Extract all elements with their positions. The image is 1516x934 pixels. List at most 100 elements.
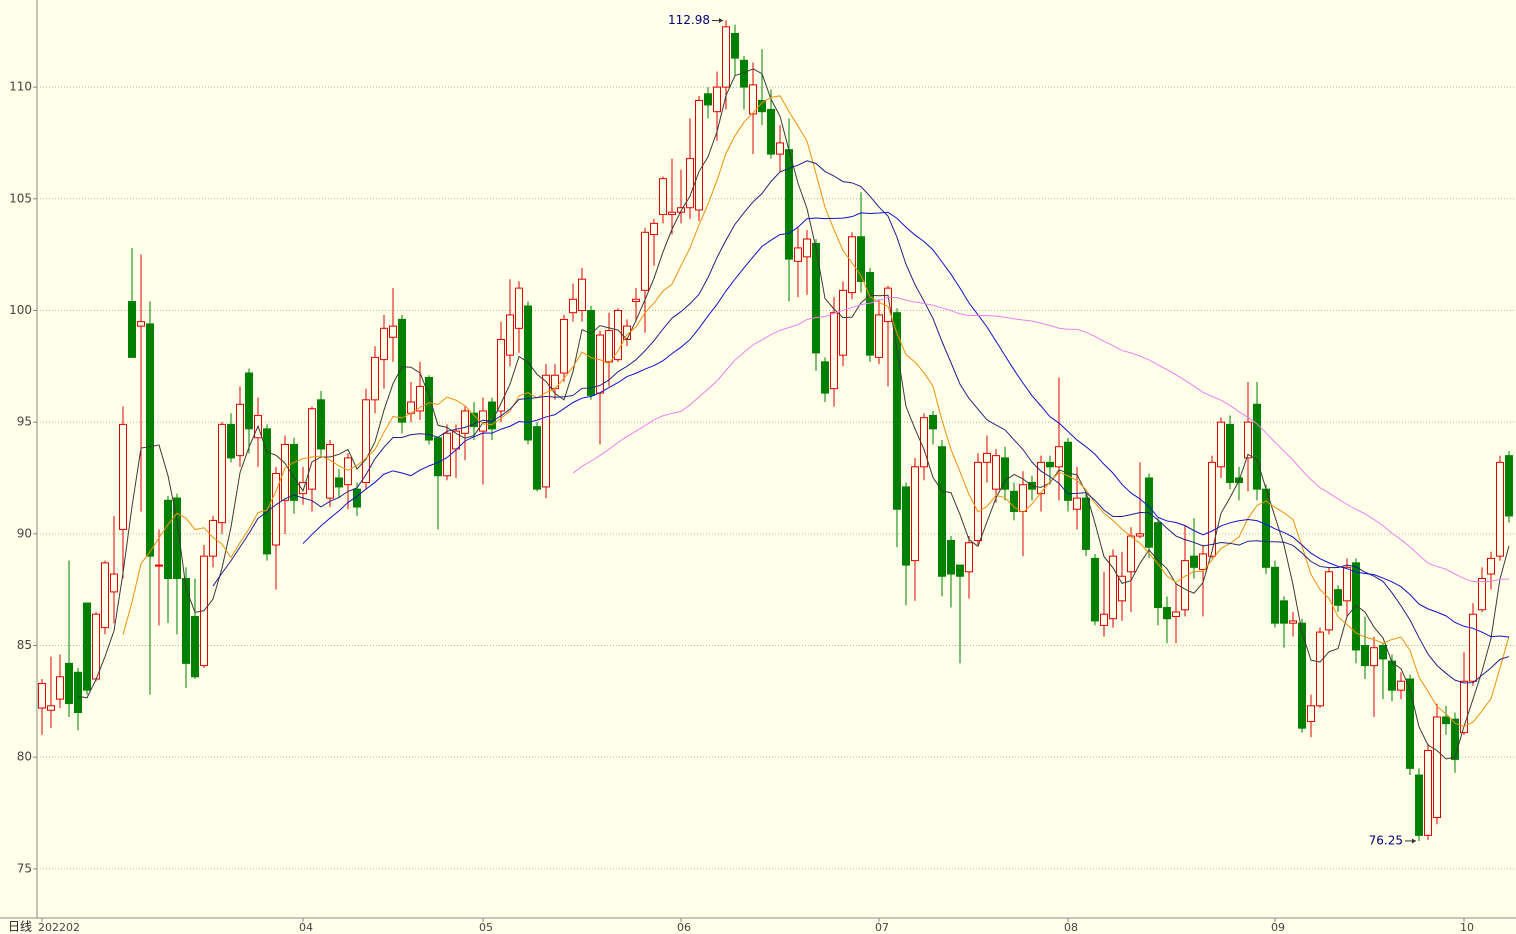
- candle-body: [938, 446, 946, 577]
- candle-body: [1109, 555, 1117, 620]
- y-tick-label: 85: [17, 638, 32, 652]
- candle-body: [1469, 613, 1477, 682]
- candle-body: [1226, 423, 1234, 483]
- candle-body: [1244, 421, 1252, 459]
- candle-body: [1136, 533, 1144, 537]
- candle-body: [983, 452, 991, 463]
- candle-body: [362, 399, 370, 483]
- candle-body: [92, 613, 100, 680]
- y-tick-label: 105: [9, 191, 32, 205]
- candle-body: [1352, 562, 1360, 651]
- candle-body: [1316, 631, 1324, 707]
- moving-average: [212, 160, 1510, 684]
- candle-body: [146, 323, 154, 557]
- candle-body: [209, 519, 217, 557]
- candle-body: [911, 466, 919, 562]
- candle-body: [902, 486, 910, 566]
- candle-body: [434, 437, 442, 477]
- candle-body: [704, 93, 712, 106]
- candle-body: [1154, 522, 1162, 609]
- candle-body: [659, 178, 667, 215]
- candle-body: [191, 615, 199, 678]
- candle-body: [1451, 718, 1459, 760]
- candle-body: [389, 325, 397, 338]
- candle-body: [947, 540, 955, 575]
- candle-body: [614, 309, 622, 361]
- candle-body: [290, 443, 298, 501]
- candle-body: [857, 236, 865, 282]
- candle-body: [1325, 571, 1333, 631]
- candle-body: [821, 361, 829, 394]
- candle-body: [1478, 577, 1486, 611]
- moving-average: [302, 211, 1510, 638]
- candle-body: [1388, 660, 1396, 691]
- candle-body: [1334, 589, 1342, 606]
- candle-body: [281, 443, 289, 501]
- candle-body: [461, 410, 469, 434]
- y-tick-label: 80: [17, 750, 32, 764]
- candle-body: [218, 423, 226, 524]
- candle-body: [560, 318, 568, 374]
- x-tick-label: 07: [875, 921, 889, 934]
- candle-body: [1082, 497, 1090, 550]
- candle-body: [974, 461, 982, 542]
- candle-body: [326, 443, 334, 499]
- candle-body: [632, 298, 640, 303]
- candle-body: [1397, 680, 1405, 691]
- candle-body: [569, 298, 577, 314]
- candle-body: [587, 309, 595, 396]
- candle-body: [794, 247, 802, 262]
- candle-body: [74, 671, 82, 714]
- candle-body: [731, 33, 739, 59]
- candle-body: [443, 432, 451, 477]
- candle-body: [830, 312, 838, 390]
- candle-body: [1307, 705, 1315, 722]
- candle-body: [524, 305, 532, 441]
- candle-body: [83, 602, 91, 691]
- candle-body: [1379, 645, 1387, 660]
- candle-body: [236, 403, 244, 457]
- y-tick-label: 95: [17, 415, 32, 429]
- candle-body: [47, 705, 55, 711]
- moving-average: [77, 68, 1510, 760]
- candle-body: [1487, 557, 1495, 575]
- candle-body: [1289, 620, 1297, 624]
- candle-body: [515, 287, 523, 329]
- candle-body: [713, 86, 721, 113]
- candle-body: [1046, 461, 1054, 468]
- x-tick-label: 09: [1271, 921, 1285, 934]
- y-tick-label: 90: [17, 526, 32, 540]
- candle-body: [1100, 613, 1108, 626]
- candle-body: [668, 211, 676, 215]
- candle-body: [1172, 611, 1180, 617]
- min-marker: 76.25: [1369, 833, 1403, 847]
- candle-body: [1496, 461, 1504, 557]
- max-marker: 112.98: [668, 13, 710, 27]
- x-tick-label: 08: [1064, 921, 1078, 934]
- candle-body: [380, 327, 388, 361]
- candle-body: [1091, 557, 1099, 622]
- candle-body: [173, 497, 181, 579]
- candle-body: [1190, 555, 1198, 568]
- max-marker-arrowhead: [719, 18, 723, 24]
- candle-body: [1505, 455, 1513, 517]
- candle-body: [263, 428, 271, 555]
- candle-body: [1118, 575, 1126, 602]
- candle-body: [1064, 441, 1072, 501]
- candle-body: [182, 577, 190, 664]
- candle-body: [1181, 560, 1189, 611]
- candle-body: [812, 242, 820, 354]
- candle-body: [866, 271, 874, 356]
- candle-body: [56, 676, 64, 700]
- candle-body: [245, 372, 253, 430]
- candle-body: [605, 330, 613, 363]
- x-tick-label: 202202: [38, 921, 80, 934]
- candle-body: [317, 399, 325, 450]
- candle-body: [1298, 622, 1306, 729]
- candle-body: [1370, 647, 1378, 667]
- candle-body: [992, 455, 1000, 490]
- period-label: 日线: [8, 920, 32, 934]
- candle-body: [920, 417, 928, 468]
- candle-body: [785, 149, 793, 260]
